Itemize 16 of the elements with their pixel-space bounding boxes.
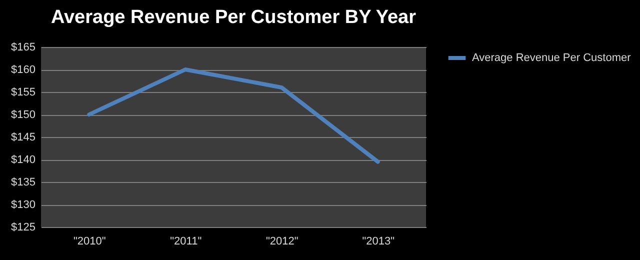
y-tick-label: $125: [11, 222, 36, 234]
chart-title: Average Revenue Per Customer BY Year: [50, 7, 417, 28]
x-tick-label: "2012": [266, 236, 298, 248]
x-tick-label: "2011": [170, 236, 202, 248]
x-tick-label: "2013": [362, 236, 395, 248]
y-tick-label: $165: [11, 42, 36, 54]
y-tick-label: $145: [11, 132, 36, 144]
y-tick-label: $160: [11, 64, 36, 76]
y-tick-label: $150: [11, 109, 36, 121]
y-tick-label: $130: [11, 199, 36, 211]
y-tick-label: $135: [11, 176, 36, 188]
y-tick-label: $155: [11, 86, 36, 98]
legend-label: Average Revenue Per Customer: [472, 52, 632, 64]
x-tick-label: "2010": [73, 236, 106, 248]
y-tick-label: $140: [11, 154, 36, 166]
line-series: [87, 68, 380, 164]
